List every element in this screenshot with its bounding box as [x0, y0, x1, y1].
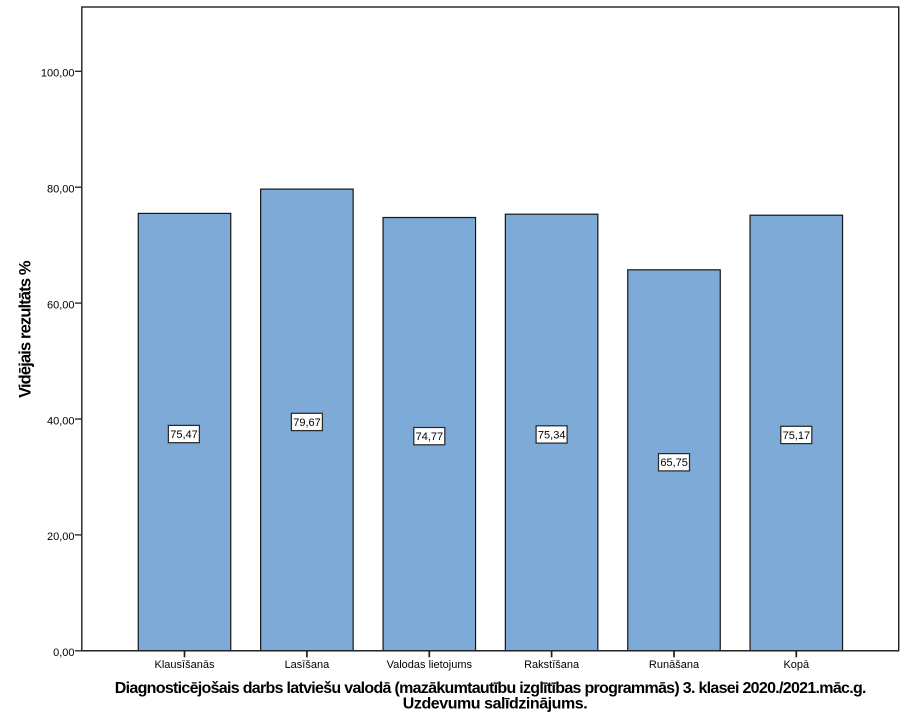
svg-text:Kopā: Kopā [783, 659, 810, 671]
svg-text:Runāšana: Runāšana [649, 659, 700, 671]
svg-text:74,77: 74,77 [416, 431, 444, 443]
svg-text:75,34: 75,34 [538, 429, 566, 441]
svg-text:Lasīšana: Lasīšana [285, 659, 331, 671]
svg-text:Rakstīšana: Rakstīšana [524, 659, 580, 671]
svg-text:Vidējais rezultāts %: Vidējais rezultāts % [17, 260, 35, 398]
svg-text:65,75: 65,75 [660, 457, 688, 469]
svg-text:Valodas lietojums: Valodas lietojums [387, 659, 473, 671]
svg-text:80,00: 80,00 [47, 184, 75, 196]
svg-text:0,00: 0,00 [53, 647, 74, 659]
svg-text:79,67: 79,67 [293, 417, 321, 429]
svg-text:Uzdevumu salīdzinājums.: Uzdevumu salīdzinājums. [403, 695, 588, 712]
svg-text:75,17: 75,17 [783, 430, 811, 442]
svg-text:Klausīšanās: Klausīšanās [155, 659, 215, 671]
svg-text:Diagnosticējošais darbs latvie: Diagnosticējošais darbs latviešu valodā … [115, 680, 867, 697]
svg-text:20,00: 20,00 [47, 531, 75, 543]
svg-text:75,47: 75,47 [170, 429, 198, 441]
svg-text:100,00: 100,00 [41, 68, 75, 80]
svg-text:40,00: 40,00 [47, 415, 75, 427]
svg-text:60,00: 60,00 [47, 299, 75, 311]
